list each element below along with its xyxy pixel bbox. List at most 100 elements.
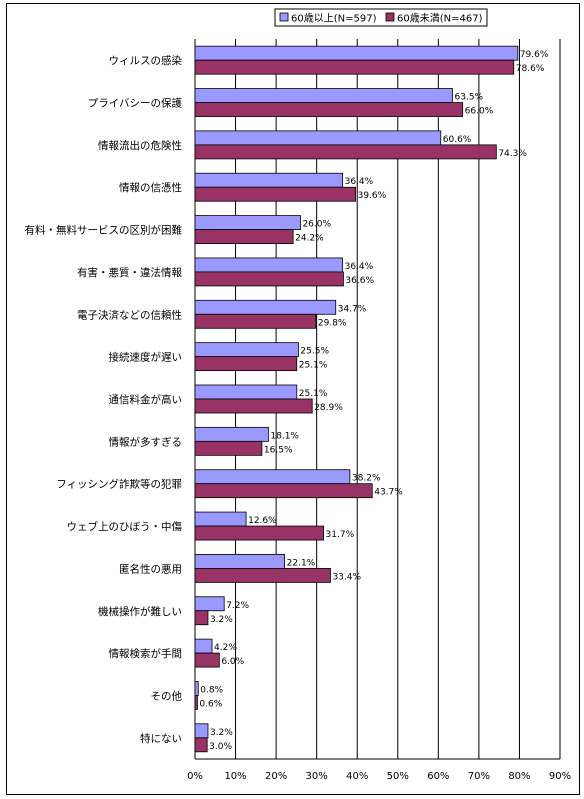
value-label: 34.7% [338, 304, 367, 314]
bar-series-60-plus [194, 723, 209, 739]
value-label: 16.5% [264, 445, 293, 455]
category-labels: ウィルスの感染プライバシーの保護情報流出の危険性情報の信憑性有料・無料サービスの… [25, 54, 183, 745]
value-labels: 79.6% 78.6% 63.5% 66.0% 60.6% 74.3% 36.4% 39.6%… [199, 50, 548, 752]
bar-series-under-60 [194, 186, 357, 202]
tick-label: 70% [468, 771, 490, 782]
value-label: 7.2% [226, 601, 249, 611]
value-label: 31.7% [326, 530, 355, 540]
value-label: 29.8% [318, 318, 347, 328]
value-label: 78.6% [516, 64, 545, 74]
value-label: 25.1% [299, 361, 328, 371]
bars [194, 45, 519, 753]
category-label: ウィルスの感染 [109, 54, 183, 67]
category-label: その他 [151, 689, 183, 702]
category-label: 有料・無料サービスの区別が困難 [25, 224, 183, 237]
bar-series-under-60 [194, 737, 208, 753]
category-label: 情報検索が手間 [109, 647, 183, 660]
bar-series-60-plus [194, 469, 351, 485]
value-label: 3.2% [210, 615, 233, 625]
value-label: 26.0% [302, 220, 331, 230]
bar-series-60-plus [194, 172, 344, 188]
bar-series-under-60 [194, 440, 263, 456]
category-label: 特にない [140, 733, 182, 745]
bar-series-under-60 [194, 144, 497, 160]
bar-series-under-60 [194, 695, 198, 710]
bar-series-60-plus [194, 130, 442, 146]
bar-series-under-60 [194, 271, 344, 287]
category-label: プライバシーの保護 [88, 97, 183, 110]
tick-label: 30% [306, 771, 328, 782]
category-label: 電子決済などの信頼性 [77, 308, 182, 321]
value-label: 36.4% [345, 262, 374, 272]
value-label: 25.1% [299, 389, 328, 399]
value-label: 28.9% [314, 403, 343, 413]
bar-series-60-plus [194, 215, 301, 230]
value-label: 22.1% [287, 558, 316, 568]
bar-series-under-60 [194, 568, 331, 583]
x-axis-ticks: 0% 10% 20% 30% 40% 50% 60% 70% 80% 90% [187, 771, 571, 782]
bar-series-60-plus [194, 638, 213, 654]
value-label: 36.6% [345, 276, 374, 286]
value-label: 4.2% [214, 643, 237, 653]
value-label: 3.0% [209, 742, 232, 752]
bar-series-under-60 [194, 525, 324, 541]
tick-label: 0% [187, 771, 203, 782]
bar-series-60-plus [194, 681, 199, 696]
bar-series-under-60 [194, 313, 317, 329]
legend: 60歳以上(N=597) 60歳未満(N=467) [274, 8, 488, 27]
bar-series-60-plus [194, 554, 286, 569]
bar-series-60-plus [194, 299, 337, 315]
value-label: 39.6% [358, 191, 387, 201]
value-label: 66.0% [465, 107, 494, 117]
bar-series-under-60 [194, 102, 464, 117]
value-label: 43.7% [374, 488, 403, 498]
tick-label: 90% [549, 771, 571, 782]
category-label: 情報流出の危険性 [98, 139, 182, 152]
bar-chart: ウィルスの感染プライバシーの保護情報流出の危険性情報の信憑性有料・無料サービスの… [25, 8, 571, 782]
tick-label: 10% [224, 771, 246, 782]
bar-series-60-plus [194, 596, 225, 612]
category-label: ウェブ上のひぼう・中傷 [67, 520, 183, 533]
value-label: 0.6% [199, 699, 222, 709]
chart-frame: ウィルスの感染プライバシーの保護情報流出の危険性情報の信憑性有料・無料サービスの… [6, 3, 580, 795]
bar-series-60-plus [194, 342, 299, 358]
category-label: 有害・悪質・違法情報 [77, 266, 182, 279]
category-label: 情報の信憑性 [119, 181, 182, 194]
tick-label: 40% [346, 771, 368, 782]
bar-series-60-plus [194, 45, 519, 61]
bar-series-60-plus [194, 384, 298, 400]
bar-series-under-60 [194, 356, 298, 372]
legend-swatch [279, 12, 289, 22]
tick-label: 60% [427, 771, 449, 782]
category-label: 通信料金が高い [109, 393, 183, 406]
value-label: 36.4% [345, 177, 374, 187]
tick-label: 50% [387, 771, 409, 782]
category-label: 匿名性の悪用 [119, 562, 182, 575]
legend-entry: 60歳未満(N=467) [397, 13, 483, 25]
category-label: 情報が多すぎる [109, 435, 183, 448]
value-label: 0.8% [200, 685, 223, 695]
legend-swatch [385, 12, 395, 22]
value-label: 18.1% [270, 431, 299, 441]
value-label: 63.5% [455, 93, 484, 103]
value-label: 33.4% [332, 572, 361, 582]
value-label: 6.0% [221, 657, 244, 667]
category-label: フィッシング詐欺等の犯罪 [56, 478, 182, 491]
category-label: 接続速度が遅い [109, 351, 183, 364]
bar-series-60-plus [194, 511, 247, 527]
value-label: 38.2% [352, 474, 381, 484]
category-label: 機械操作が難しい [98, 605, 182, 618]
value-label: 12.6% [248, 516, 277, 526]
bar-series-under-60 [194, 652, 220, 668]
value-label: 3.2% [210, 728, 233, 738]
value-label: 74.3% [498, 149, 527, 159]
bar-series-under-60 [194, 59, 515, 75]
tick-label: 20% [265, 771, 287, 782]
bar-series-under-60 [194, 398, 313, 414]
tick-label: 80% [508, 771, 530, 782]
value-label: 79.6% [520, 50, 549, 60]
bar-series-60-plus [194, 426, 269, 442]
bar-series-under-60 [194, 483, 373, 499]
value-label: 60.6% [443, 135, 472, 145]
legend-entry: 60歳以上(N=597) [291, 13, 377, 25]
